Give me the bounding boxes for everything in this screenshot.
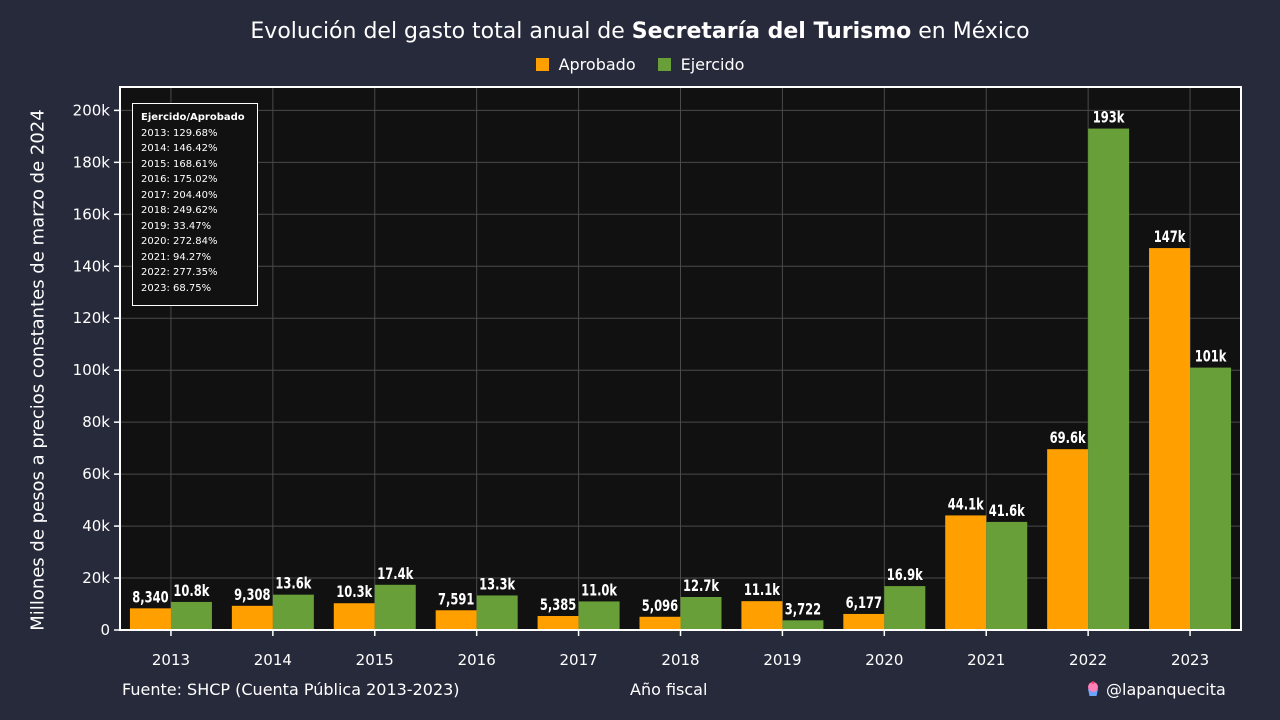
x-tick-label: 2022 (1069, 651, 1107, 669)
y-tick-label: 200k (73, 101, 111, 119)
legend-label-ejercido: Ejercido (680, 55, 745, 74)
legend-item-aprobado[interactable]: Aprobado (535, 55, 636, 74)
bar-ejercido (1190, 367, 1232, 630)
data-label: 5,385 (540, 597, 576, 615)
x-tick-label: 2015 (356, 651, 394, 669)
y-tick-label: 120k (73, 309, 111, 327)
bar-aprobado (1149, 248, 1191, 630)
data-label: 9,308 (234, 587, 270, 605)
data-label: 8,340 (132, 589, 168, 607)
x-axis-label: Año fiscal (630, 680, 708, 699)
handle-text: @lapanquecita (1106, 680, 1226, 699)
bar-ejercido (170, 601, 212, 630)
data-label: 147k (1154, 229, 1186, 247)
ratio-line: 2014: 146.42% (141, 143, 218, 154)
data-label: 3,722 (785, 601, 821, 619)
legend-item-ejercido[interactable]: Ejercido (657, 55, 745, 74)
cupcake-icon (1088, 681, 1098, 696)
y-tick-label: 40k (82, 517, 110, 535)
bar-aprobado (639, 616, 681, 630)
handle: @lapanquecita (1086, 680, 1226, 699)
data-label: 193k (1093, 109, 1125, 127)
data-label: 12.7k (683, 578, 719, 596)
data-label: 69.6k (1050, 430, 1086, 448)
y-tick-label: 140k (73, 257, 111, 275)
bar-aprobado (435, 610, 477, 630)
data-label: 5,096 (642, 598, 678, 616)
bar-aprobado (945, 515, 987, 630)
ratio-line: 2015: 168.61% (141, 158, 218, 170)
ratio-line: 2013: 129.68% (141, 127, 218, 139)
data-label: 10.3k (336, 584, 372, 602)
y-tick-label: 0 (100, 621, 110, 639)
bar-aprobado (231, 605, 273, 630)
data-label: 6,177 (846, 595, 882, 613)
bar-ejercido (374, 584, 416, 630)
ratio-line: 2017: 204.40% (141, 189, 218, 201)
title-prefix: Evolución del gasto total anual de (250, 19, 632, 44)
ratio-line: 2020: 272.84% (141, 236, 218, 247)
x-tick-label: 2023 (1171, 651, 1209, 669)
y-tick-label: 160k (73, 205, 111, 223)
y-tick-label: 60k (82, 465, 110, 483)
legend-swatch-ejercido (657, 58, 671, 71)
bar-aprobado (1047, 449, 1089, 630)
bar-ejercido (578, 601, 620, 630)
title-suffix: en México (911, 19, 1030, 44)
ratio-line: 2019: 33.47% (141, 220, 212, 232)
title-bold: Secretaría del Turismo (631, 19, 912, 44)
bar-ejercido (884, 586, 926, 630)
x-tick-label: 2018 (661, 651, 699, 669)
ratio-box-header: Ejercido/Aprobado (141, 112, 245, 123)
legend-label-aprobado: Aprobado (558, 55, 636, 74)
data-label: 11.0k (581, 582, 617, 600)
bar-aprobado (843, 613, 885, 630)
bar-ejercido (476, 595, 518, 630)
data-label: 44.1k (948, 496, 984, 514)
data-label: 17.4k (377, 566, 413, 584)
bar-aprobado (537, 616, 579, 630)
legend: Aprobado Ejercido (0, 55, 1280, 74)
y-axis-label: Millones de pesos a precios constantes d… (27, 109, 49, 631)
x-tick-label: 2016 (458, 651, 496, 669)
ratio-line: 2018: 249.62% (141, 205, 218, 216)
legend-swatch-aprobado (535, 58, 549, 71)
x-tick-label: 2019 (763, 651, 801, 669)
data-label: 13.3k (479, 576, 515, 594)
y-tick-label: 180k (73, 153, 111, 171)
bar-aprobado (333, 603, 375, 630)
bar-ejercido (680, 597, 722, 630)
bar-ejercido (782, 620, 824, 630)
x-tick-label: 2017 (559, 651, 597, 669)
data-label: 10.8k (173, 583, 209, 601)
y-tick-label: 20k (82, 569, 110, 587)
ratio-line: 2022: 277.35% (141, 267, 218, 278)
x-tick-label: 2020 (865, 651, 903, 669)
x-tick-label: 2013 (152, 651, 190, 669)
ratio-line: 2016: 175.02% (141, 174, 218, 185)
bar-aprobado (741, 601, 783, 630)
bar-aprobado (129, 608, 171, 630)
bar-ejercido (272, 594, 314, 630)
x-tick-label: 2021 (967, 651, 1005, 669)
y-tick-label: 100k (73, 361, 111, 379)
data-label: 41.6k (989, 503, 1025, 521)
data-label: 16.9k (887, 567, 923, 585)
ratio-line: 2021: 94.27% (141, 251, 212, 263)
source-note: Fuente: SHCP (Cuenta Pública 2013-2023) (122, 680, 460, 699)
ratio-line: 2023: 68.75% (141, 282, 212, 294)
bar-ejercido (1088, 128, 1130, 630)
chart-title: Evolución del gasto total anual de Secre… (0, 19, 1280, 44)
data-label: 101k (1195, 348, 1227, 366)
y-tick-label: 80k (82, 413, 110, 431)
data-label: 11.1k (744, 582, 780, 600)
ratio-box: Ejercido/Aprobado 2013: 129.68% 2014: 14… (132, 103, 258, 306)
x-tick-label: 2014 (254, 651, 292, 669)
data-label: 7,591 (438, 591, 474, 609)
bar-ejercido (986, 521, 1028, 630)
data-label: 13.6k (275, 575, 311, 593)
